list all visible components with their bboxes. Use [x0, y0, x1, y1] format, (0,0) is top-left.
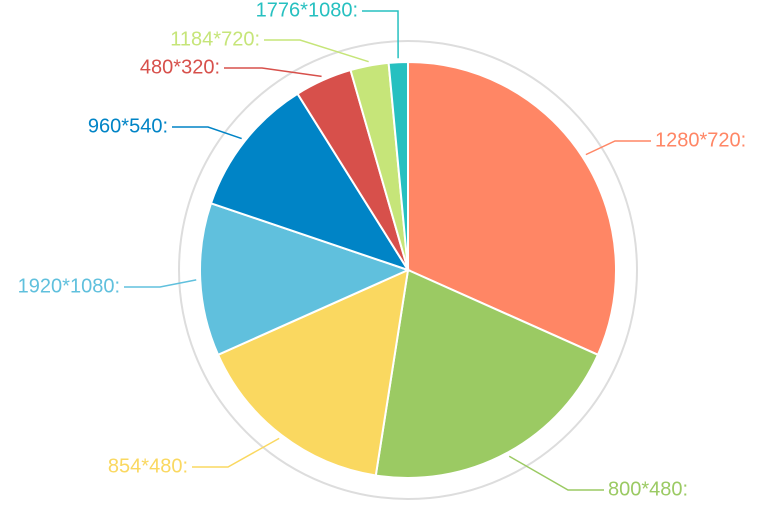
label-leader-lines — [124, 10, 651, 491]
pie-slice-960-540 — [209, 92, 411, 272]
leader-line-1776-1080 — [362, 10, 399, 59]
slice-label-1280-720: 1280*720: — [655, 129, 746, 151]
slice-label-1776-1080: 1776*1080: — [256, 0, 358, 21]
slice-label-854-480: 854*480: — [108, 455, 188, 477]
leader-line-1280-720 — [585, 140, 651, 156]
pie-outer-ring — [178, 40, 638, 500]
slice-label-960-540: 960*540: — [88, 115, 168, 137]
leader-line-960-540 — [172, 126, 242, 140]
leader-line-1184-720 — [264, 39, 369, 63]
slice-label-480-320: 480*320: — [140, 56, 220, 78]
pie-slice-1776-1080 — [387, 60, 409, 271]
leader-line-1920-1080 — [124, 279, 197, 288]
slice-labels: 1280*720: 800*480: 854*480: 1920*1080: 960*5… — [18, 0, 747, 500]
pie-slices — [199, 60, 617, 479]
slice-label-1184-720: 1184*720: — [170, 28, 260, 50]
leader-line-854-480 — [192, 437, 280, 468]
pie-slice-1280-720 — [407, 60, 617, 357]
pie-slice-1920-1080 — [199, 201, 411, 357]
slice-label-1920-1080: 1920*1080: — [18, 275, 120, 297]
pie-slice-800-480 — [374, 268, 600, 479]
leader-line-800-480 — [508, 455, 604, 491]
slice-label-800-480: 800*480: — [608, 478, 688, 500]
pie-slice-854-480 — [216, 268, 410, 477]
leader-line-480-320 — [224, 67, 322, 78]
